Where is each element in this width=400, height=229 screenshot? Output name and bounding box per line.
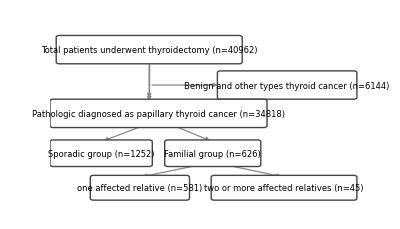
Text: Sporadic group (n=1252): Sporadic group (n=1252) — [48, 149, 154, 158]
Text: Benign and other types thyroid cancer (n=6144): Benign and other types thyroid cancer (n… — [184, 81, 390, 90]
FancyBboxPatch shape — [90, 176, 190, 200]
Text: one affected relative (n=581): one affected relative (n=581) — [77, 183, 202, 192]
FancyBboxPatch shape — [211, 176, 357, 200]
FancyBboxPatch shape — [218, 71, 357, 100]
Text: Total patients underwent thyroidectomy (n=40962): Total patients underwent thyroidectomy (… — [41, 46, 258, 55]
FancyBboxPatch shape — [56, 36, 242, 65]
Text: Familial group (n=626): Familial group (n=626) — [164, 149, 261, 158]
FancyBboxPatch shape — [165, 140, 261, 167]
Text: Pathologic diagnosed as papillary thyroid cancer (n=34818): Pathologic diagnosed as papillary thyroi… — [32, 109, 285, 118]
Text: two or more affected relatives (n=45): two or more affected relatives (n=45) — [204, 183, 364, 192]
FancyBboxPatch shape — [50, 140, 152, 167]
FancyBboxPatch shape — [50, 100, 267, 128]
